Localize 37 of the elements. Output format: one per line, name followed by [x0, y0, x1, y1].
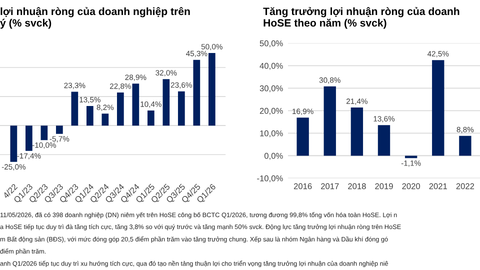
bar: [71, 92, 78, 126]
bar: [459, 136, 472, 156]
bar: [147, 110, 154, 126]
bar: [432, 60, 444, 156]
bar: [178, 91, 185, 126]
y-tick-label: 0,0%: [264, 152, 283, 160]
bar: [296, 118, 309, 156]
bar: [132, 84, 140, 126]
bar: [404, 156, 418, 158]
bar: [193, 60, 200, 126]
x-tick-label: 2016: [294, 183, 312, 190]
x-tick-label: 2017: [321, 183, 339, 190]
x-tick-label: 2019: [375, 183, 393, 190]
y-tick-label: 40,0%: [260, 62, 283, 70]
y-tick-label: 10,0%: [260, 130, 283, 138]
x-tick-label: 2020: [402, 183, 420, 190]
bar: [350, 108, 364, 156]
y-tick-label: 50,0%: [260, 40, 283, 48]
bar: [208, 53, 216, 126]
bar: [26, 126, 32, 151]
y-tick-label: -10,0%: [257, 175, 283, 182]
x-tick-label: 2018: [348, 183, 366, 190]
bar: [56, 126, 63, 134]
chart-title: lợi nhuận ròng của doanh nghiệp trên ý (% svck): [0, 7, 190, 29]
bar: [40, 126, 48, 140]
bar: [10, 126, 18, 162]
bar: [102, 114, 109, 126]
bar: [116, 92, 124, 126]
x-tick-label: 2022: [456, 183, 474, 190]
bar: [324, 86, 336, 156]
y-tick-label: 30,0%: [260, 85, 283, 92]
bar: [86, 106, 94, 126]
bar: [378, 125, 390, 156]
y-tick-label: 20,0%: [260, 108, 283, 115]
x-tick-label: 2021: [429, 183, 447, 190]
chart-title: Tăng trưởng lợi nhuận ròng của doanh HoSE theo năm (% svck): [263, 7, 460, 29]
bar: [162, 79, 170, 126]
